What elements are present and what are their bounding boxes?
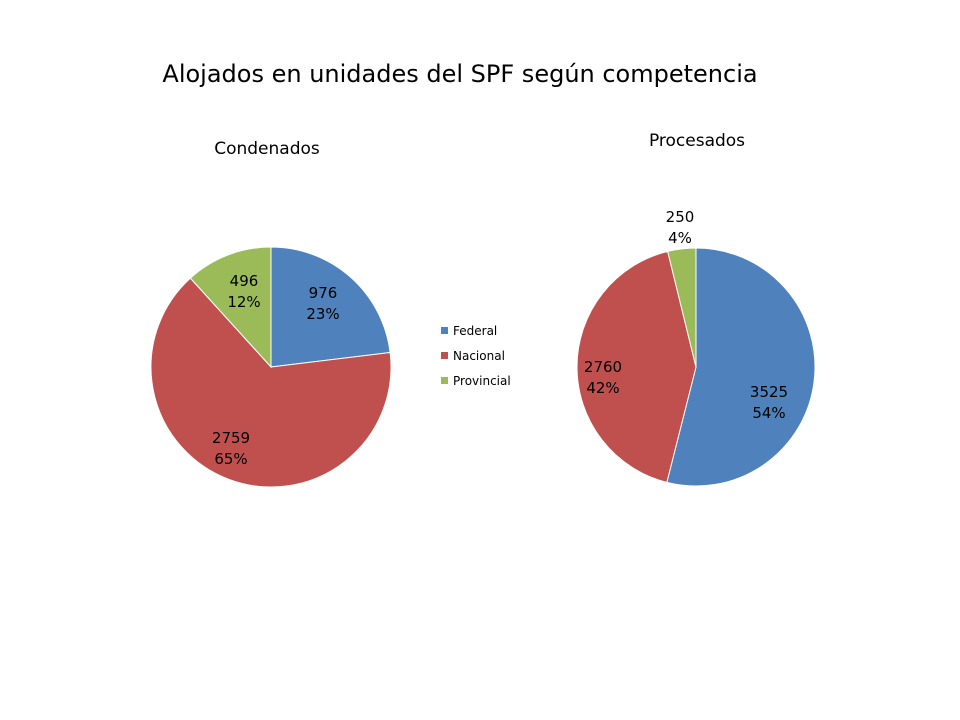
legend-item-federal: Federal xyxy=(441,318,511,343)
legend-item-provincial: Provincial xyxy=(441,368,511,393)
legend-item-nacional: Nacional xyxy=(441,343,511,368)
data-label-value-federal: 976 xyxy=(309,284,338,302)
data-label-percent-provincial: 12% xyxy=(227,293,260,311)
data-label-value-provincial: 250 xyxy=(666,208,695,226)
data-label-percent-federal: 23% xyxy=(306,305,339,323)
legend-swatch-nacional xyxy=(441,352,448,359)
legend-swatch-provincial xyxy=(441,377,448,384)
legend-label-federal: Federal xyxy=(453,323,498,338)
pie-procesados: 3525 54% 2760 42% 250 4% xyxy=(576,208,816,487)
legend-swatch-federal xyxy=(441,327,448,334)
data-label-value-nacional: 2759 xyxy=(212,429,250,447)
pie-title-condenados: Condenados xyxy=(214,139,320,159)
legend-label-provincial: Provincial xyxy=(453,373,511,388)
pie-condenados: 976 23% 2759 65% 496 12% xyxy=(150,246,392,488)
pie-title-procesados: Procesados xyxy=(648,131,746,151)
chart-main-title: Alojados en unidades del SPF según compe… xyxy=(162,60,758,88)
data-label-percent-provincial: 4% xyxy=(668,229,692,247)
data-label-percent-federal: 54% xyxy=(752,404,785,422)
pie-slice-provincial xyxy=(667,247,697,368)
pie-slice-nacional xyxy=(150,277,392,488)
legend-label-nacional: Nacional xyxy=(453,348,505,363)
data-label-value-nacional: 2760 xyxy=(584,358,622,376)
pie-slice-federal xyxy=(270,246,391,368)
legend: Federal Nacional Provincial xyxy=(441,318,511,393)
data-label-percent-nacional: 42% xyxy=(586,379,619,397)
data-label-value-federal: 3525 xyxy=(750,383,788,401)
pie-slice-nacional xyxy=(576,250,697,483)
pie-slice-provincial xyxy=(189,246,272,369)
pie-slice-federal xyxy=(666,247,816,487)
data-label-percent-nacional: 65% xyxy=(214,450,247,468)
data-label-value-provincial: 496 xyxy=(230,272,259,290)
